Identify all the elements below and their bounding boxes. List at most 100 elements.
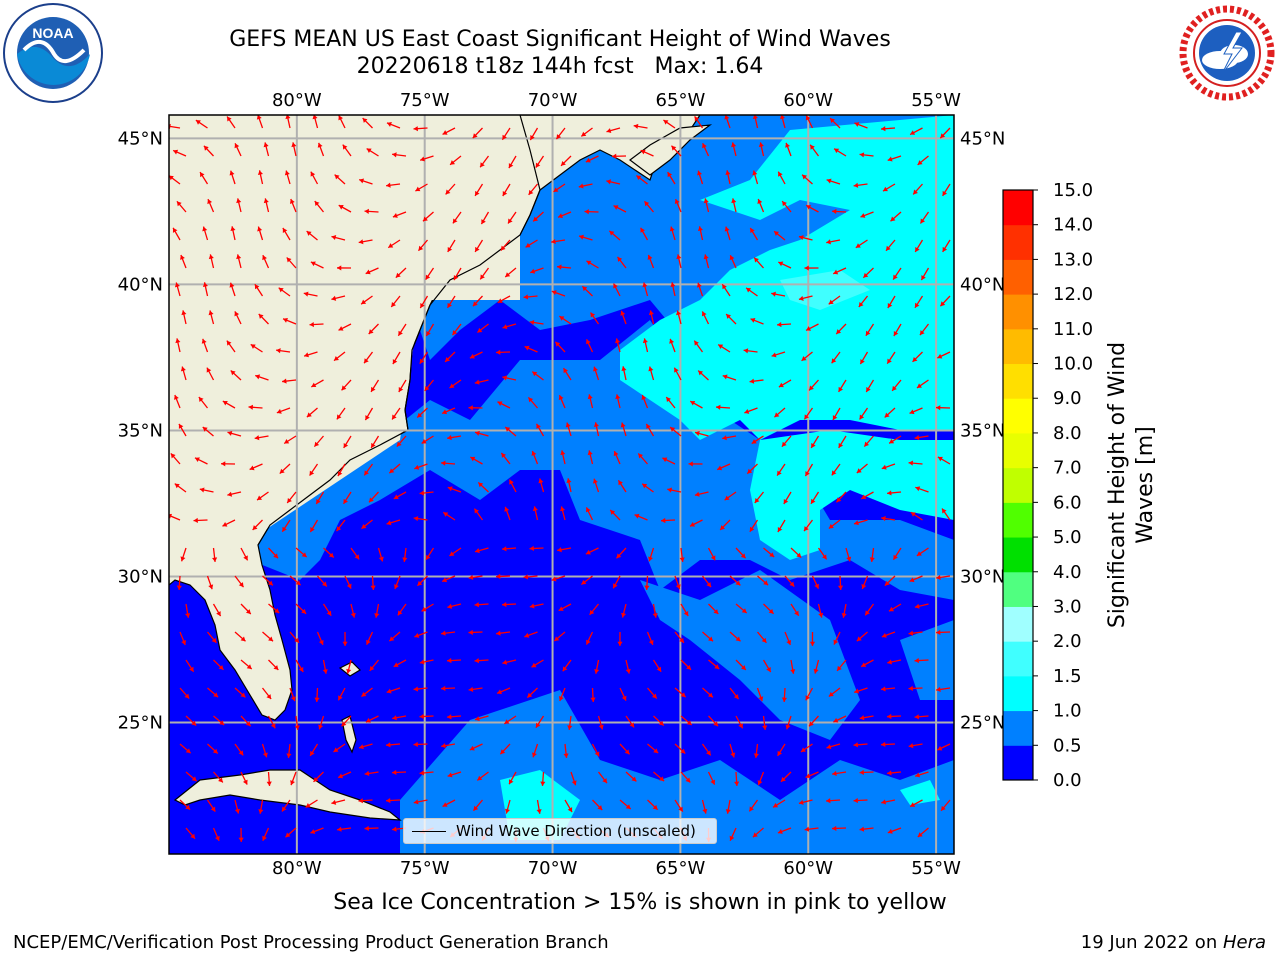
wave-arrow-head (831, 358, 837, 364)
wave-arrow-head (750, 227, 755, 233)
colorbar-tick-label: 11.0 (1053, 319, 1093, 340)
wave-arrow-head (417, 412, 423, 418)
wave-arrow-head (257, 170, 263, 176)
wave-arrow-head (350, 612, 356, 618)
wave-arrow-head (771, 291, 776, 297)
wave-arrow-head (386, 742, 391, 748)
wave-arrow-head (841, 613, 847, 618)
wave-arrow-head (683, 611, 689, 617)
wave-arrow-head (610, 509, 616, 515)
lat-label: 45°N (960, 128, 1005, 149)
wave-arrow-head (735, 636, 741, 642)
lat-label: 45°N (118, 128, 163, 149)
wave-arrow-head (509, 479, 514, 485)
wave-arrow-head (886, 245, 891, 251)
wave-arrow-head (777, 750, 783, 756)
wave-arrow-head (207, 199, 213, 205)
wave-arrow-head (254, 435, 260, 441)
wave-arrow-head (594, 751, 600, 757)
wave-arrow-head (194, 457, 200, 463)
wave-arrow-head (751, 439, 757, 444)
wave-arrow-head (890, 216, 896, 222)
wave-arrow-head (496, 630, 501, 636)
wave-arrow-head (252, 525, 258, 530)
wave-arrow-head (733, 694, 739, 700)
wave-arrow-head (284, 170, 290, 176)
wave-arrow-head (758, 696, 764, 702)
wave-arrow-head (750, 318, 756, 323)
wave-arrow-head (724, 495, 730, 501)
wave-arrow-head (734, 781, 740, 786)
wave-arrow-head (661, 517, 666, 524)
wave-arrow-head (670, 282, 676, 288)
wave-arrow-head (180, 254, 185, 260)
wave-arrow-head (191, 776, 197, 782)
wave-arrow-head (419, 713, 424, 720)
wave-arrow-head (833, 717, 839, 723)
wave-arrow-head (620, 422, 626, 428)
wave-arrow-head (417, 580, 423, 586)
wave-arrow-head (560, 450, 566, 456)
wave-arrow-head (294, 725, 300, 730)
wave-arrow-head (648, 639, 654, 645)
wave-arrow-head (617, 641, 623, 646)
wave-arrow-head (724, 226, 730, 232)
wave-arrow-head (338, 695, 343, 701)
wave-arrow-head (295, 580, 301, 586)
wave-arrow-head (343, 498, 348, 504)
wave-arrow-head (725, 170, 731, 176)
wave-arrow-head (310, 527, 315, 533)
wave-arrow-head (392, 414, 397, 420)
colorbar-tick-label: 14.0 (1053, 215, 1093, 236)
wave-arrow-head (866, 386, 871, 392)
wave-arrow-head (644, 201, 650, 207)
lat-label: 30°N (960, 567, 1005, 588)
wave-arrow-head (706, 582, 712, 588)
wave-arrow-head (942, 246, 948, 252)
wave-arrow-head (527, 692, 533, 698)
wave-arrow-head (421, 438, 427, 444)
wave-arrow-head (392, 769, 397, 776)
wave-arrow-head (386, 520, 392, 526)
wave-arrow-head (585, 507, 591, 513)
wave-arrow-head (722, 435, 727, 441)
wave-arrow-head (722, 374, 728, 380)
wave-arrow-head (859, 769, 864, 775)
wave-arrow-head (794, 610, 799, 616)
wave-arrow-head (343, 442, 349, 448)
wave-arrow-head (749, 806, 754, 812)
wave-arrow-head (690, 401, 696, 406)
wave-arrow-head (778, 382, 784, 388)
wave-arrow-head (286, 257, 292, 263)
wave-arrow-head (358, 239, 364, 245)
wave-arrow-head (346, 583, 352, 589)
wave-arrow-head (754, 257, 759, 263)
wave-arrow-head (389, 468, 395, 474)
wave-arrow-head (331, 235, 337, 241)
wave-arrow-head (262, 255, 267, 261)
wave-arrow-head (881, 799, 886, 805)
wave-arrow (169, 125, 181, 129)
wave-arrow-head (773, 802, 779, 808)
wave-arrow-head (774, 412, 780, 418)
wave-arrow-head (717, 465, 723, 471)
wave-arrow-head (185, 804, 191, 810)
wave-arrow-head (290, 696, 296, 702)
wave-arrow-head (415, 186, 421, 192)
wave-arrow-head (662, 457, 668, 463)
wave-arrow-head (921, 275, 926, 281)
wave-arrow-head (811, 498, 816, 504)
wave-arrow-head (838, 386, 844, 392)
wave-arrow-head (590, 312, 596, 318)
wave-arrow-head (941, 508, 947, 514)
wave-arrow-head (397, 610, 403, 616)
wave-arrow-head (421, 606, 427, 612)
wave-arrow-head (256, 115, 262, 120)
wave-arrow-head (234, 311, 240, 317)
wave-arrow-head (538, 478, 544, 484)
sea-ice-note: Sea Ice Concentration > 15% is shown in … (333, 890, 947, 915)
wave-arrow-head (707, 692, 713, 698)
wave-arrow-head (554, 636, 560, 642)
wave-arrow-head (718, 344, 724, 349)
wave-arrow-head (245, 609, 251, 615)
